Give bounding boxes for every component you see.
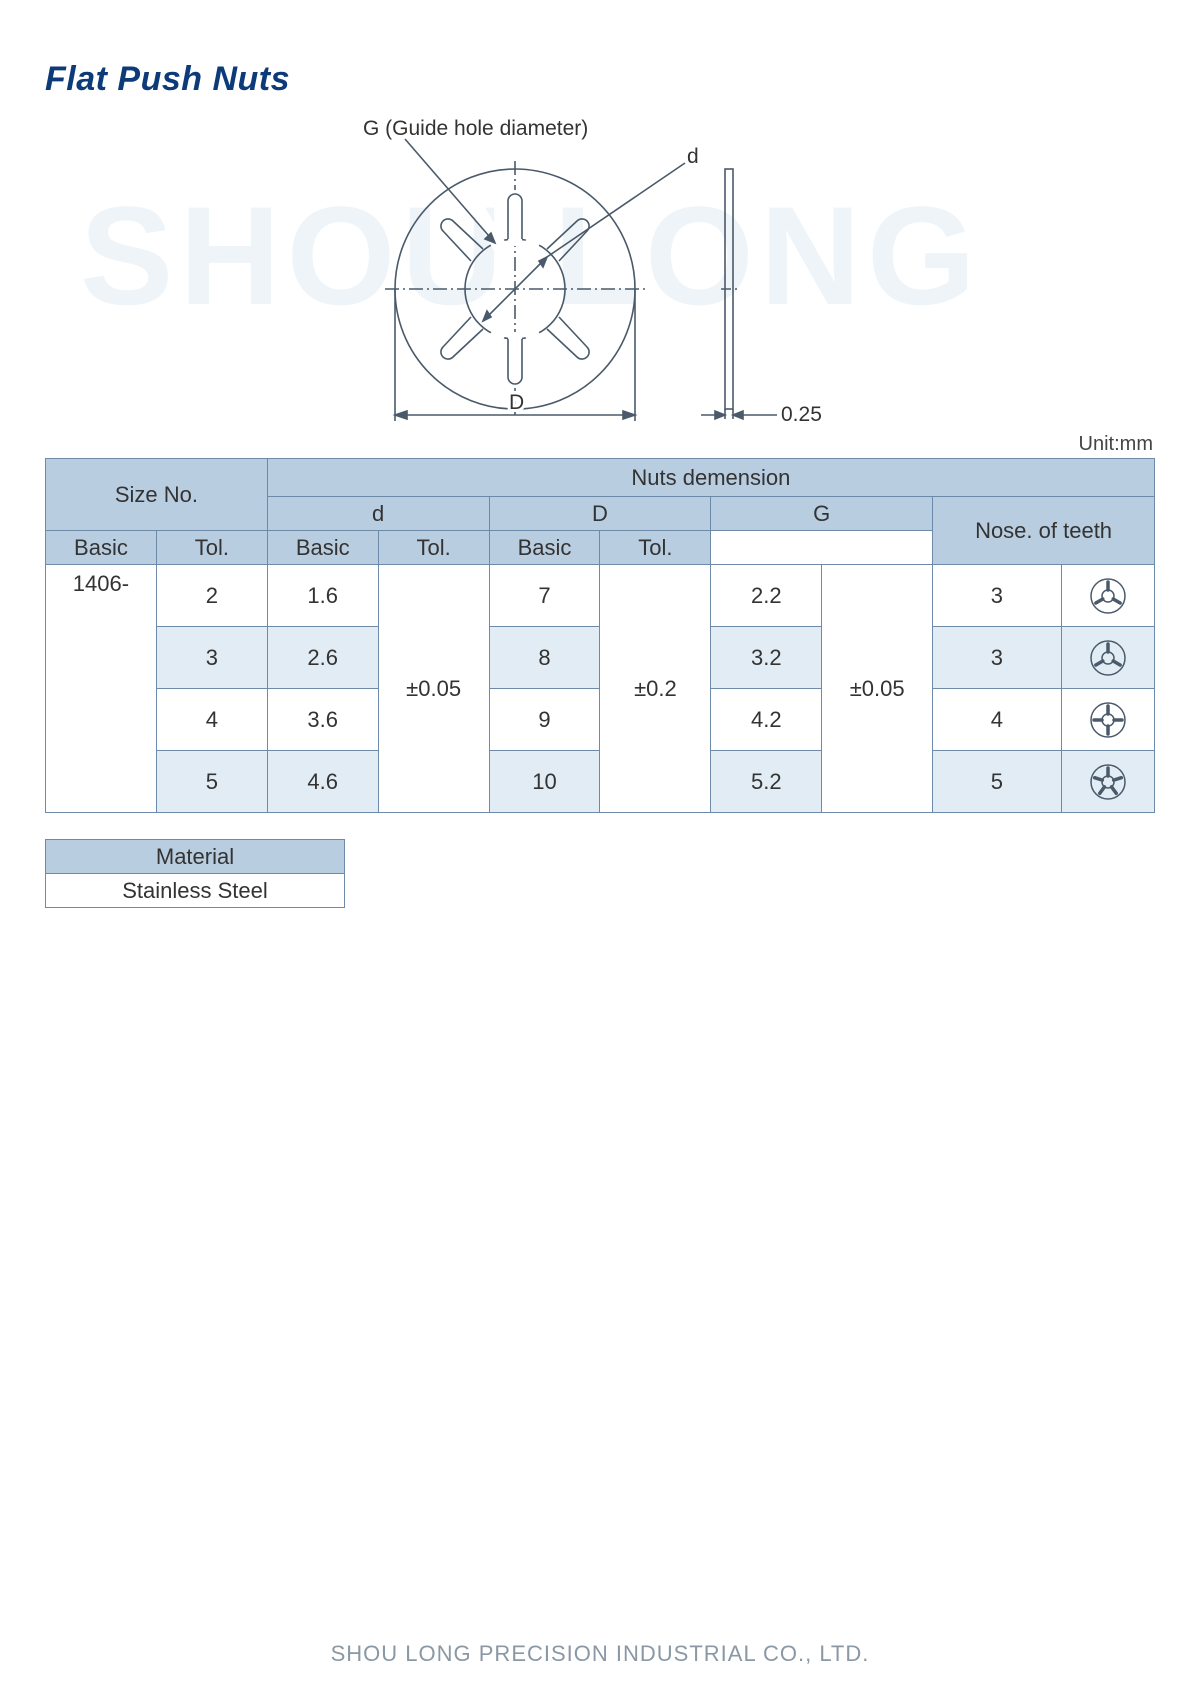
material-header: Material — [46, 840, 345, 874]
material-value: Stainless Steel — [46, 874, 345, 908]
unit-label: Unit:mm — [45, 433, 1153, 456]
th-G-basic: Basic — [489, 531, 600, 565]
td-D: 10 — [489, 751, 600, 813]
diagram-label-D: D — [509, 391, 524, 414]
th-nuts-dimension: Nuts demension — [267, 459, 1154, 497]
diagram-label-g: G (Guide hole diameter) — [363, 119, 588, 140]
td-d: 1.6 — [267, 565, 378, 627]
td-G: 4.2 — [711, 689, 822, 751]
td-teeth-icon — [1061, 627, 1154, 689]
diagram-label-d: d — [687, 145, 699, 168]
td-size: 5 — [156, 751, 267, 813]
th-D-tol: Tol. — [378, 531, 489, 565]
td-teeth: 4 — [933, 689, 1061, 751]
page-title: Flat Push Nuts — [45, 60, 1155, 99]
th-d-basic: Basic — [46, 531, 157, 565]
td-teeth-icon — [1061, 751, 1154, 813]
td-size-prefix: 1406- — [46, 565, 157, 813]
td-size: 3 — [156, 627, 267, 689]
td-teeth: 3 — [933, 627, 1061, 689]
th-size-no: Size No. — [46, 459, 268, 531]
spec-table: Size No. Nuts demension d D G Nose. of t… — [45, 458, 1155, 813]
th-G-tol: Tol. — [600, 531, 711, 565]
th-D: D — [489, 497, 711, 531]
td-D: 9 — [489, 689, 600, 751]
th-D-basic: Basic — [267, 531, 378, 565]
td-d: 3.6 — [267, 689, 378, 751]
td-G: 2.2 — [711, 565, 822, 627]
td-size: 4 — [156, 689, 267, 751]
td-G: 5.2 — [711, 751, 822, 813]
td-size: 2 — [156, 565, 267, 627]
material-table: Material Stainless Steel — [45, 839, 345, 908]
td-d: 2.6 — [267, 627, 378, 689]
td-tol-D: ±0.2 — [600, 565, 711, 813]
td-D: 8 — [489, 627, 600, 689]
td-teeth-icon — [1061, 689, 1154, 751]
th-nose-teeth: Nose. of teeth — [933, 497, 1155, 565]
th-d-tol: Tol. — [156, 531, 267, 565]
td-G: 3.2 — [711, 627, 822, 689]
td-teeth-icon — [1061, 565, 1154, 627]
td-teeth: 5 — [933, 751, 1061, 813]
td-tol-d: ±0.05 — [378, 565, 489, 813]
technical-diagram: G (Guide hole diameter) d D D 0.25 — [45, 119, 1155, 429]
td-tol-G: ±0.05 — [822, 565, 933, 813]
td-D: 7 — [489, 565, 600, 627]
th-d: d — [267, 497, 489, 531]
diagram-thickness: 0.25 — [781, 403, 822, 426]
th-G: G — [711, 497, 933, 531]
footer-company: SHOU LONG PRECISION INDUSTRIAL CO., LTD. — [0, 1641, 1200, 1667]
td-d: 4.6 — [267, 751, 378, 813]
td-teeth: 3 — [933, 565, 1061, 627]
